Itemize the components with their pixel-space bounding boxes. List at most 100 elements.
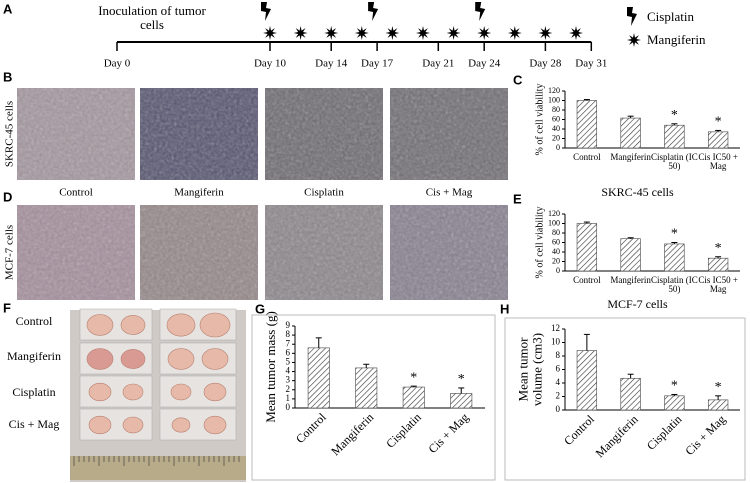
micrograph-texture [390,88,508,180]
y-tick-label: 60 [552,237,560,246]
mangiferin-dose [446,26,461,40]
bar [620,377,641,411]
mangiferin-dose [354,26,369,40]
row-label: Control [16,314,53,328]
y-tick-label: 4 [556,377,561,387]
timeline-day-label: Day 21 [422,58,454,70]
panel-label: D [3,189,12,204]
y-tick-label: 100 [548,218,560,227]
y-tick-label: 3 [286,375,291,385]
mangiferin-dose [507,26,522,40]
panel-frame [251,314,496,481]
legend-label: Mangiferin [647,32,706,47]
mangiferin-dose [538,26,553,40]
y-tick-label: 120 [548,86,560,95]
micrograph-texture [265,88,383,180]
bar [576,100,598,149]
y-axis-label: % of cell viability [534,206,546,279]
row-label: Cis + Mag [9,417,60,431]
tumor [120,349,146,369]
bar [355,367,378,409]
panel-label: A [3,1,13,16]
y-tick-label: 12 [551,323,560,333]
y-tick-label: 4 [286,366,291,376]
bar [620,117,641,149]
y-axis-label-box: % of cell viability [534,83,546,156]
y-tick-label: 10 [551,337,561,347]
x-tick-label: Mangiferin [593,412,641,460]
timeline-title: Inoculation of tumor cells [98,4,206,32]
y-tick-label: 1 [286,393,291,403]
mangiferin-dose [263,26,277,40]
panel-label: H [500,301,509,316]
y-tick-label: 100 [548,95,560,104]
micrograph-texture [140,88,258,180]
tumor [201,348,229,370]
timeline-day-label: Day 10 [254,58,287,70]
significance-mark: * [715,241,722,256]
significance-mark: * [410,370,417,385]
bar [307,347,330,409]
y-tick-label: 80 [552,228,560,237]
bar [707,257,729,272]
bar [664,395,685,411]
y-tick-label: 80 [552,105,560,114]
x-tick-label: Control [573,276,601,285]
cisplatin-dose [475,2,486,21]
y-tick-label: 6 [286,347,291,357]
y-axis-label-box: Mean tumor volume (cm3) [515,333,544,406]
tumor [203,415,227,435]
bar [450,393,473,409]
x-tick-label: Cisplatin [383,410,424,451]
x-tick-label-box: Mangiferin [610,153,651,162]
y-tick-label: 2 [286,384,291,394]
panel-label: F [3,300,11,315]
timeline-day-label: Day 14 [315,58,348,70]
mangiferin-dose [569,26,583,40]
timeline-day-label: Day 0 [104,58,131,70]
column-label: Cis + Mag [426,187,473,199]
y-tick-label: 40 [552,247,560,256]
panel-label: C [513,72,523,87]
timeline-title-box: Inoculation of tumor cells [98,4,206,32]
x-tick-label: Control [561,412,597,448]
timeline-day-label: Day 17 [361,58,394,70]
cisplatin-dose [261,2,271,21]
bar [402,386,425,409]
y-tick-label: 0 [286,402,291,412]
y-tick-label: 8 [556,350,561,360]
chart-title: SKRC-45 cells [601,185,674,199]
x-tick-label: Mangiferin [610,153,651,162]
bar [620,238,641,272]
mangiferin-dose [416,26,430,40]
x-tick-label-box: Control [573,153,601,162]
y-axis-label-box: % of cell viability [534,206,546,279]
panel-frame [504,317,746,481]
x-tick-label-box: Cis IC50 + Mag [698,276,738,294]
ruler [70,456,246,480]
legend-label: Cisplatin [647,9,694,24]
tumor [166,313,196,337]
column-label: Cisplatin [304,187,344,199]
bar [664,124,685,149]
legend-icon [627,7,637,26]
bar [576,223,598,272]
y-axis-label: % of cell viability [534,83,546,156]
x-tick-label: Control [573,153,601,162]
timeline-day-label: Day 24 [468,58,501,70]
tumor [122,383,144,401]
tumor [170,383,192,401]
bar [707,399,729,411]
mangiferin-dose [385,26,400,40]
y-tick-label: 0 [556,404,561,414]
bar [576,350,598,411]
y-tick-label: 0 [556,266,560,275]
tumor [122,416,144,434]
row-label: Mangiferin [7,349,61,363]
tumor [86,348,114,370]
tumor [199,312,231,338]
timeline-day-label: Day 28 [529,58,562,70]
x-tick-label-box: Cis IC50 + Mag [698,153,738,171]
x-tick-label: Cisplatin (IC 50) [651,276,698,295]
x-tick-label: Mangiferin [610,276,651,285]
